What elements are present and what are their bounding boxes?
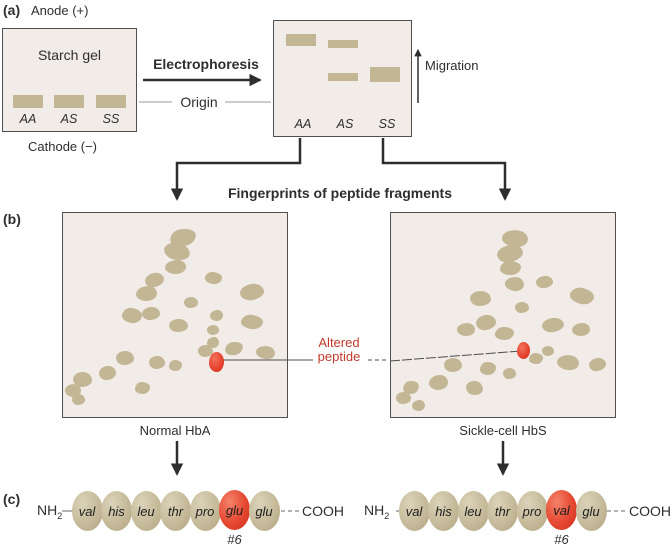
- result-lane-as: AS: [336, 117, 354, 131]
- residue-oval: leu: [130, 491, 162, 531]
- fingerprint-box-hba: [62, 212, 288, 418]
- fingerprint-box-hbs: [390, 212, 616, 418]
- cathode-label: Cathode (−): [28, 139, 98, 154]
- residue-oval: val: [398, 491, 430, 531]
- lane-label-ss: SS: [102, 112, 120, 126]
- gel-band: [54, 95, 84, 108]
- sickle-hbs-caption: Sickle-cell HbS: [459, 423, 547, 438]
- result-lane-aa: AA: [294, 117, 312, 131]
- gel-band: [96, 95, 126, 108]
- panel-a-label: (a): [3, 2, 21, 18]
- amino-terminus-left: NH2: [37, 502, 63, 521]
- amino-terminus-right: NH2: [364, 502, 390, 521]
- migration-label: Migration: [425, 58, 479, 73]
- altered-residue-oval: glu: [219, 490, 250, 530]
- panel-c-label: (c): [3, 491, 21, 507]
- residue-oval: thr: [160, 491, 191, 531]
- gel-band-as-lower: [328, 73, 358, 81]
- gel-band-ss: [370, 67, 400, 82]
- residue-oval: pro: [189, 491, 221, 531]
- result-lane-ss: SS: [378, 117, 396, 131]
- origin-label: Origin: [180, 94, 218, 110]
- gel-band: [13, 95, 43, 108]
- carboxy-terminus-left: COOH: [302, 503, 344, 519]
- carboxy-terminus-right: COOH: [629, 503, 671, 519]
- normal-hba-caption: Normal HbA: [139, 423, 211, 438]
- altered-residue-oval: val: [546, 490, 577, 530]
- residue-oval: glu: [248, 491, 280, 531]
- electrophoresis-label: Electrophoresis: [153, 56, 259, 72]
- gel-band-as-upper: [328, 40, 358, 48]
- anode-label: Anode (+): [31, 3, 89, 18]
- panel-b-label: (b): [3, 211, 21, 227]
- residue-oval: leu: [457, 491, 489, 531]
- residue-oval: thr: [487, 491, 518, 531]
- gel-band-aa: [286, 34, 316, 46]
- residue-oval: his: [101, 491, 132, 531]
- residue-oval: pro: [516, 491, 548, 531]
- starch-gel-box: Starch gel AA AS SS: [2, 28, 137, 132]
- starch-gel-title: Starch gel: [37, 47, 102, 63]
- lane-label-as: AS: [60, 112, 78, 126]
- position-6-label-left: #6: [227, 532, 242, 546]
- residue-oval: glu: [575, 491, 607, 531]
- residue-oval: his: [428, 491, 459, 531]
- position-6-label-right: #6: [554, 532, 569, 546]
- electrophoresis-result-box: AA AS SS: [273, 20, 412, 137]
- altered-peptide-label: Altered peptide: [317, 335, 361, 364]
- fingerprints-title: Fingerprints of peptide fragments: [227, 185, 452, 201]
- lane-label-aa: AA: [19, 112, 37, 126]
- residue-oval: val: [71, 491, 103, 531]
